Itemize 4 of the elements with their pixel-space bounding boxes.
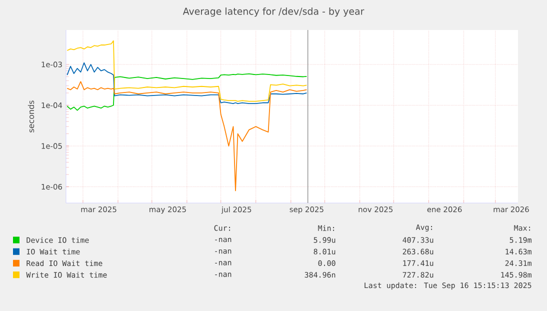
line-series	[66, 81, 308, 192]
chart-title: Average latency for /dev/sda - by year	[182, 8, 364, 17]
line-series	[66, 62, 308, 104]
line-series	[66, 73, 308, 111]
